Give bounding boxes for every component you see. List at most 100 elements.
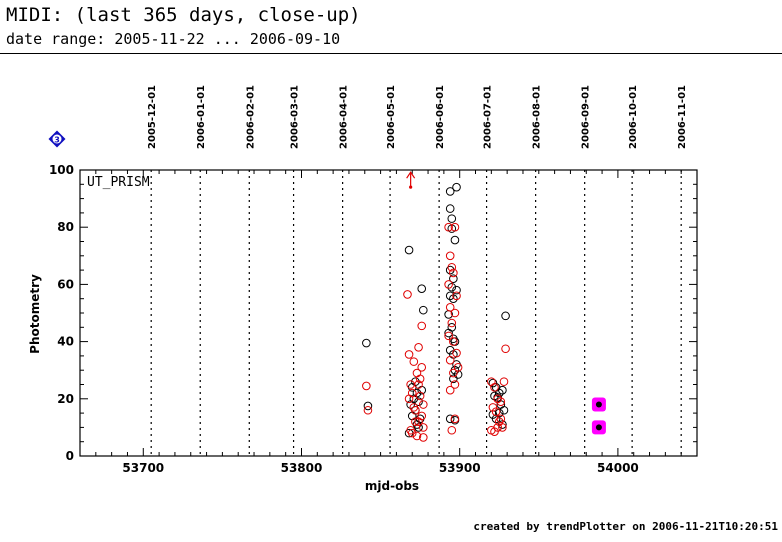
month-label: 2006-10-01 xyxy=(628,85,639,149)
month-label: 2006-05-01 xyxy=(386,85,397,149)
x-axis-label: mjd-obs xyxy=(365,479,419,493)
data-point xyxy=(449,337,458,346)
data-point xyxy=(419,433,428,442)
date-range-subtitle: date range: 2005-11-22 ... 2006-09-10 xyxy=(6,30,341,48)
data-point xyxy=(444,222,453,232)
data-point xyxy=(362,381,371,391)
data-point xyxy=(419,400,428,409)
data-point xyxy=(445,204,455,213)
data-point xyxy=(445,251,455,261)
data-point xyxy=(363,401,373,411)
data-point xyxy=(417,321,427,331)
data-point xyxy=(445,355,455,365)
x-tick-label: 53900 xyxy=(439,461,481,475)
data-point xyxy=(498,420,507,429)
data-point xyxy=(445,291,455,301)
data-points xyxy=(362,171,606,442)
data-point xyxy=(447,282,457,292)
data-point xyxy=(493,423,502,432)
data-point xyxy=(412,388,422,398)
data-point xyxy=(444,280,453,289)
y-tick-label: 60 xyxy=(57,277,74,291)
data-point xyxy=(493,394,502,404)
data-point xyxy=(498,385,507,395)
data-point xyxy=(419,305,428,315)
data-point xyxy=(414,343,423,352)
data-point xyxy=(362,338,371,348)
limit-arrow-dot xyxy=(409,185,413,189)
data-point xyxy=(407,388,417,398)
month-label: 2006-09-01 xyxy=(581,85,592,149)
data-point xyxy=(487,377,496,386)
data-point xyxy=(414,417,423,426)
data-point xyxy=(444,328,453,338)
data-point xyxy=(411,405,420,415)
data-point xyxy=(496,397,506,406)
data-point-center xyxy=(595,424,602,431)
y-tick-label: 40 xyxy=(57,335,74,349)
data-point xyxy=(452,291,461,301)
data-point xyxy=(449,368,458,378)
data-point xyxy=(411,377,420,386)
axes: 53700 53800 53900 54000 0 20 40 60 80 100 xyxy=(49,163,698,475)
badge-diamond-icon: 3 xyxy=(48,130,66,148)
month-label: 2006-03-01 xyxy=(290,85,301,149)
data-point xyxy=(488,378,498,388)
panel-label: UT_PRISM xyxy=(87,175,150,190)
data-point xyxy=(491,407,501,416)
y-tick-label: 100 xyxy=(49,163,74,177)
data-point xyxy=(415,391,425,401)
data-point xyxy=(453,363,463,372)
data-point xyxy=(404,350,414,359)
data-point xyxy=(414,380,423,389)
header-divider xyxy=(0,53,782,54)
data-point xyxy=(409,357,419,366)
data-point xyxy=(444,331,453,341)
data-point xyxy=(407,411,417,421)
month-label: 2006-08-01 xyxy=(532,85,543,149)
month-label: 2006-01-01 xyxy=(196,85,207,149)
data-point xyxy=(452,285,461,295)
data-point xyxy=(445,385,455,395)
data-point xyxy=(445,187,455,196)
month-label: 2006-04-01 xyxy=(339,85,350,149)
data-point xyxy=(450,235,460,245)
badge-label: 3 xyxy=(54,136,60,145)
page-title: MIDI: (last 365 days, close-up) xyxy=(6,4,361,26)
data-point xyxy=(499,405,509,415)
data-point xyxy=(449,294,458,304)
data-point xyxy=(501,311,510,321)
y-tick-label: 20 xyxy=(57,392,74,406)
data-point xyxy=(447,318,457,328)
month-label: 2006-02-01 xyxy=(245,85,256,149)
y-tick-label: 80 xyxy=(57,220,74,234)
data-point xyxy=(450,308,460,318)
month-label: 2006-07-01 xyxy=(483,85,494,149)
month-label: 2005-12-01 xyxy=(147,85,158,149)
data-point xyxy=(417,284,427,293)
data-point xyxy=(449,268,458,278)
data-point xyxy=(449,374,458,384)
x-tick-label: 53800 xyxy=(281,461,323,475)
data-point xyxy=(450,414,460,424)
data-point xyxy=(447,262,457,272)
data-point xyxy=(496,414,506,424)
data-point xyxy=(417,411,427,421)
x-tick-label: 54000 xyxy=(597,461,639,475)
data-point xyxy=(417,363,427,372)
data-point xyxy=(501,344,510,354)
y-tick-label: 0 xyxy=(66,449,74,463)
data-point xyxy=(499,377,509,386)
data-point xyxy=(452,348,461,358)
data-point xyxy=(414,397,423,406)
data-point xyxy=(450,222,460,232)
y-axis-label: Photometry xyxy=(28,274,42,354)
data-point xyxy=(490,427,499,436)
footer-credit: created by trendPlotter on 2006-11-21T10… xyxy=(473,520,778,533)
plot-frame xyxy=(79,169,698,457)
data-point xyxy=(452,182,461,192)
month-label: 2006-06-01 xyxy=(435,85,446,149)
data-point xyxy=(447,214,457,223)
data-point xyxy=(411,417,420,426)
limit-arrow-head xyxy=(406,171,416,179)
